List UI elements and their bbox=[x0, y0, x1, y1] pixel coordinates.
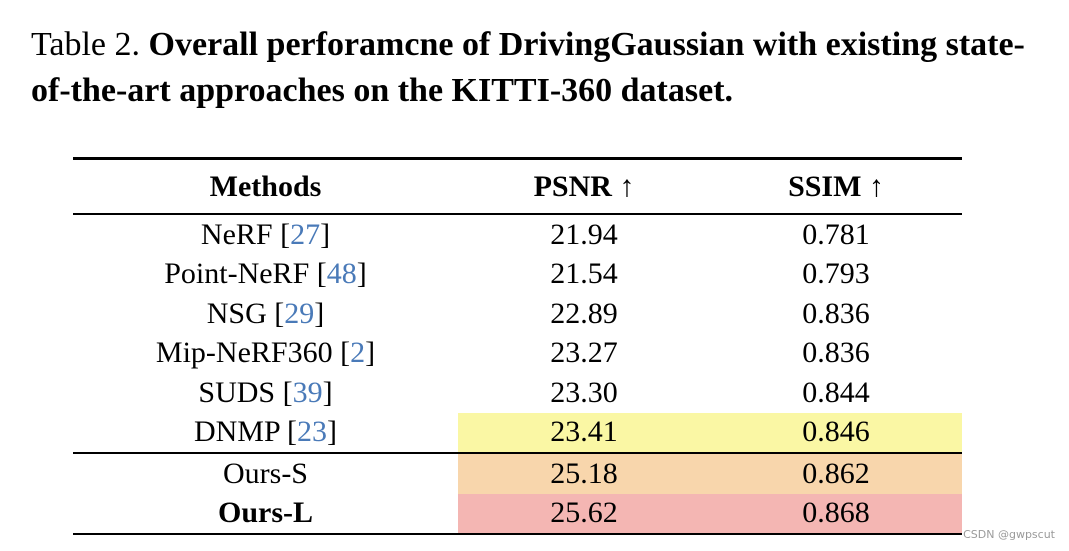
psnr-cell: 23.27 bbox=[550, 336, 618, 370]
method-name: NSG bbox=[206, 296, 267, 330]
caption-label: Table 2. bbox=[31, 26, 141, 63]
header-methods: Methods bbox=[209, 169, 322, 203]
table-row: Ours-L 25.62 0.868 bbox=[73, 493, 962, 535]
method-cell: Ours-S bbox=[73, 453, 458, 494]
method-name: Mip-NeRF360 bbox=[155, 336, 333, 370]
table-row: NSG [29] 22.89 0.836 bbox=[73, 294, 962, 334]
method-name: SUDS bbox=[198, 375, 276, 409]
table-row: Ours-S 25.18 0.862 bbox=[73, 453, 962, 494]
ssim-cell: 0.862 bbox=[710, 453, 962, 494]
method-name: NeRF bbox=[200, 217, 273, 251]
citation-link[interactable]: 48 bbox=[326, 257, 357, 291]
psnr-cell: 25.62 bbox=[458, 493, 710, 534]
psnr-cell: 21.94 bbox=[550, 217, 618, 251]
table-row: Mip-NeRF360 [2] 23.27 0.836 bbox=[73, 334, 962, 374]
results-table: Methods PSNR ↑ SSIM ↑ NeRF [27] 21.94 0.78… bbox=[73, 157, 962, 535]
method-name: Point-NeRF bbox=[164, 257, 310, 291]
method-cell: Mip-NeRF360 [2] bbox=[155, 336, 376, 370]
method-cell: NeRF [27] bbox=[200, 217, 331, 251]
header-psnr: PSNR ↑ bbox=[533, 169, 635, 203]
table-row: SUDS [39] 23.30 0.844 bbox=[73, 373, 962, 413]
ssim-cell: 0.793 bbox=[802, 257, 870, 291]
table-row: DNMP [23] 23.41 0.846 bbox=[73, 412, 962, 453]
psnr-cell: 23.30 bbox=[550, 375, 618, 409]
method-cell: Point-NeRF [48] bbox=[164, 257, 367, 291]
watermark: CSDN @gwpscut bbox=[963, 528, 1055, 541]
method-cell: Ours-L bbox=[73, 494, 458, 535]
ssim-cell: 0.844 bbox=[802, 375, 870, 409]
method-cell: DNMP [23] bbox=[193, 415, 338, 449]
method-cell: SUDS [39] bbox=[198, 375, 333, 409]
table-caption: Table 2. Overall perforamcne of DrivingG… bbox=[31, 22, 1041, 114]
citation-link[interactable]: 27 bbox=[290, 217, 321, 251]
psnr-cell: 23.41 bbox=[458, 412, 710, 453]
method-name: Ours-L bbox=[217, 496, 313, 530]
ssim-cell: 0.836 bbox=[802, 296, 870, 330]
table-row: NeRF [27] 21.94 0.781 bbox=[73, 214, 962, 255]
method-name: Ours-S bbox=[222, 456, 308, 490]
psnr-cell: 25.18 bbox=[458, 453, 710, 494]
ssim-cell: 0.846 bbox=[710, 412, 962, 453]
ssim-cell: 0.836 bbox=[802, 336, 870, 370]
psnr-cell: 21.54 bbox=[550, 257, 618, 291]
ssim-cell: 0.868 bbox=[710, 493, 962, 534]
psnr-cell: 22.89 bbox=[550, 296, 618, 330]
header-ssim: SSIM ↑ bbox=[788, 169, 884, 203]
method-cell: NSG [29] bbox=[206, 296, 325, 330]
ssim-cell: 0.781 bbox=[802, 217, 870, 251]
citation-link[interactable]: 2 bbox=[350, 336, 366, 370]
caption-text: Overall perforamcne of DrivingGaussian w… bbox=[31, 26, 1025, 109]
method-name: DNMP bbox=[193, 415, 280, 449]
table-row: Point-NeRF [48] 21.54 0.793 bbox=[73, 255, 962, 295]
table-header-row: Methods PSNR ↑ SSIM ↑ bbox=[73, 158, 962, 214]
citation-link[interactable]: 39 bbox=[292, 375, 323, 409]
citation-link[interactable]: 23 bbox=[297, 415, 328, 449]
table-body: NeRF [27] 21.94 0.781 Point-NeRF [48] 21.54 0… bbox=[73, 214, 962, 534]
results-table-container: Methods PSNR ↑ SSIM ↑ NeRF [27] 21.94 0.78… bbox=[73, 157, 962, 535]
citation-link[interactable]: 29 bbox=[284, 296, 315, 330]
